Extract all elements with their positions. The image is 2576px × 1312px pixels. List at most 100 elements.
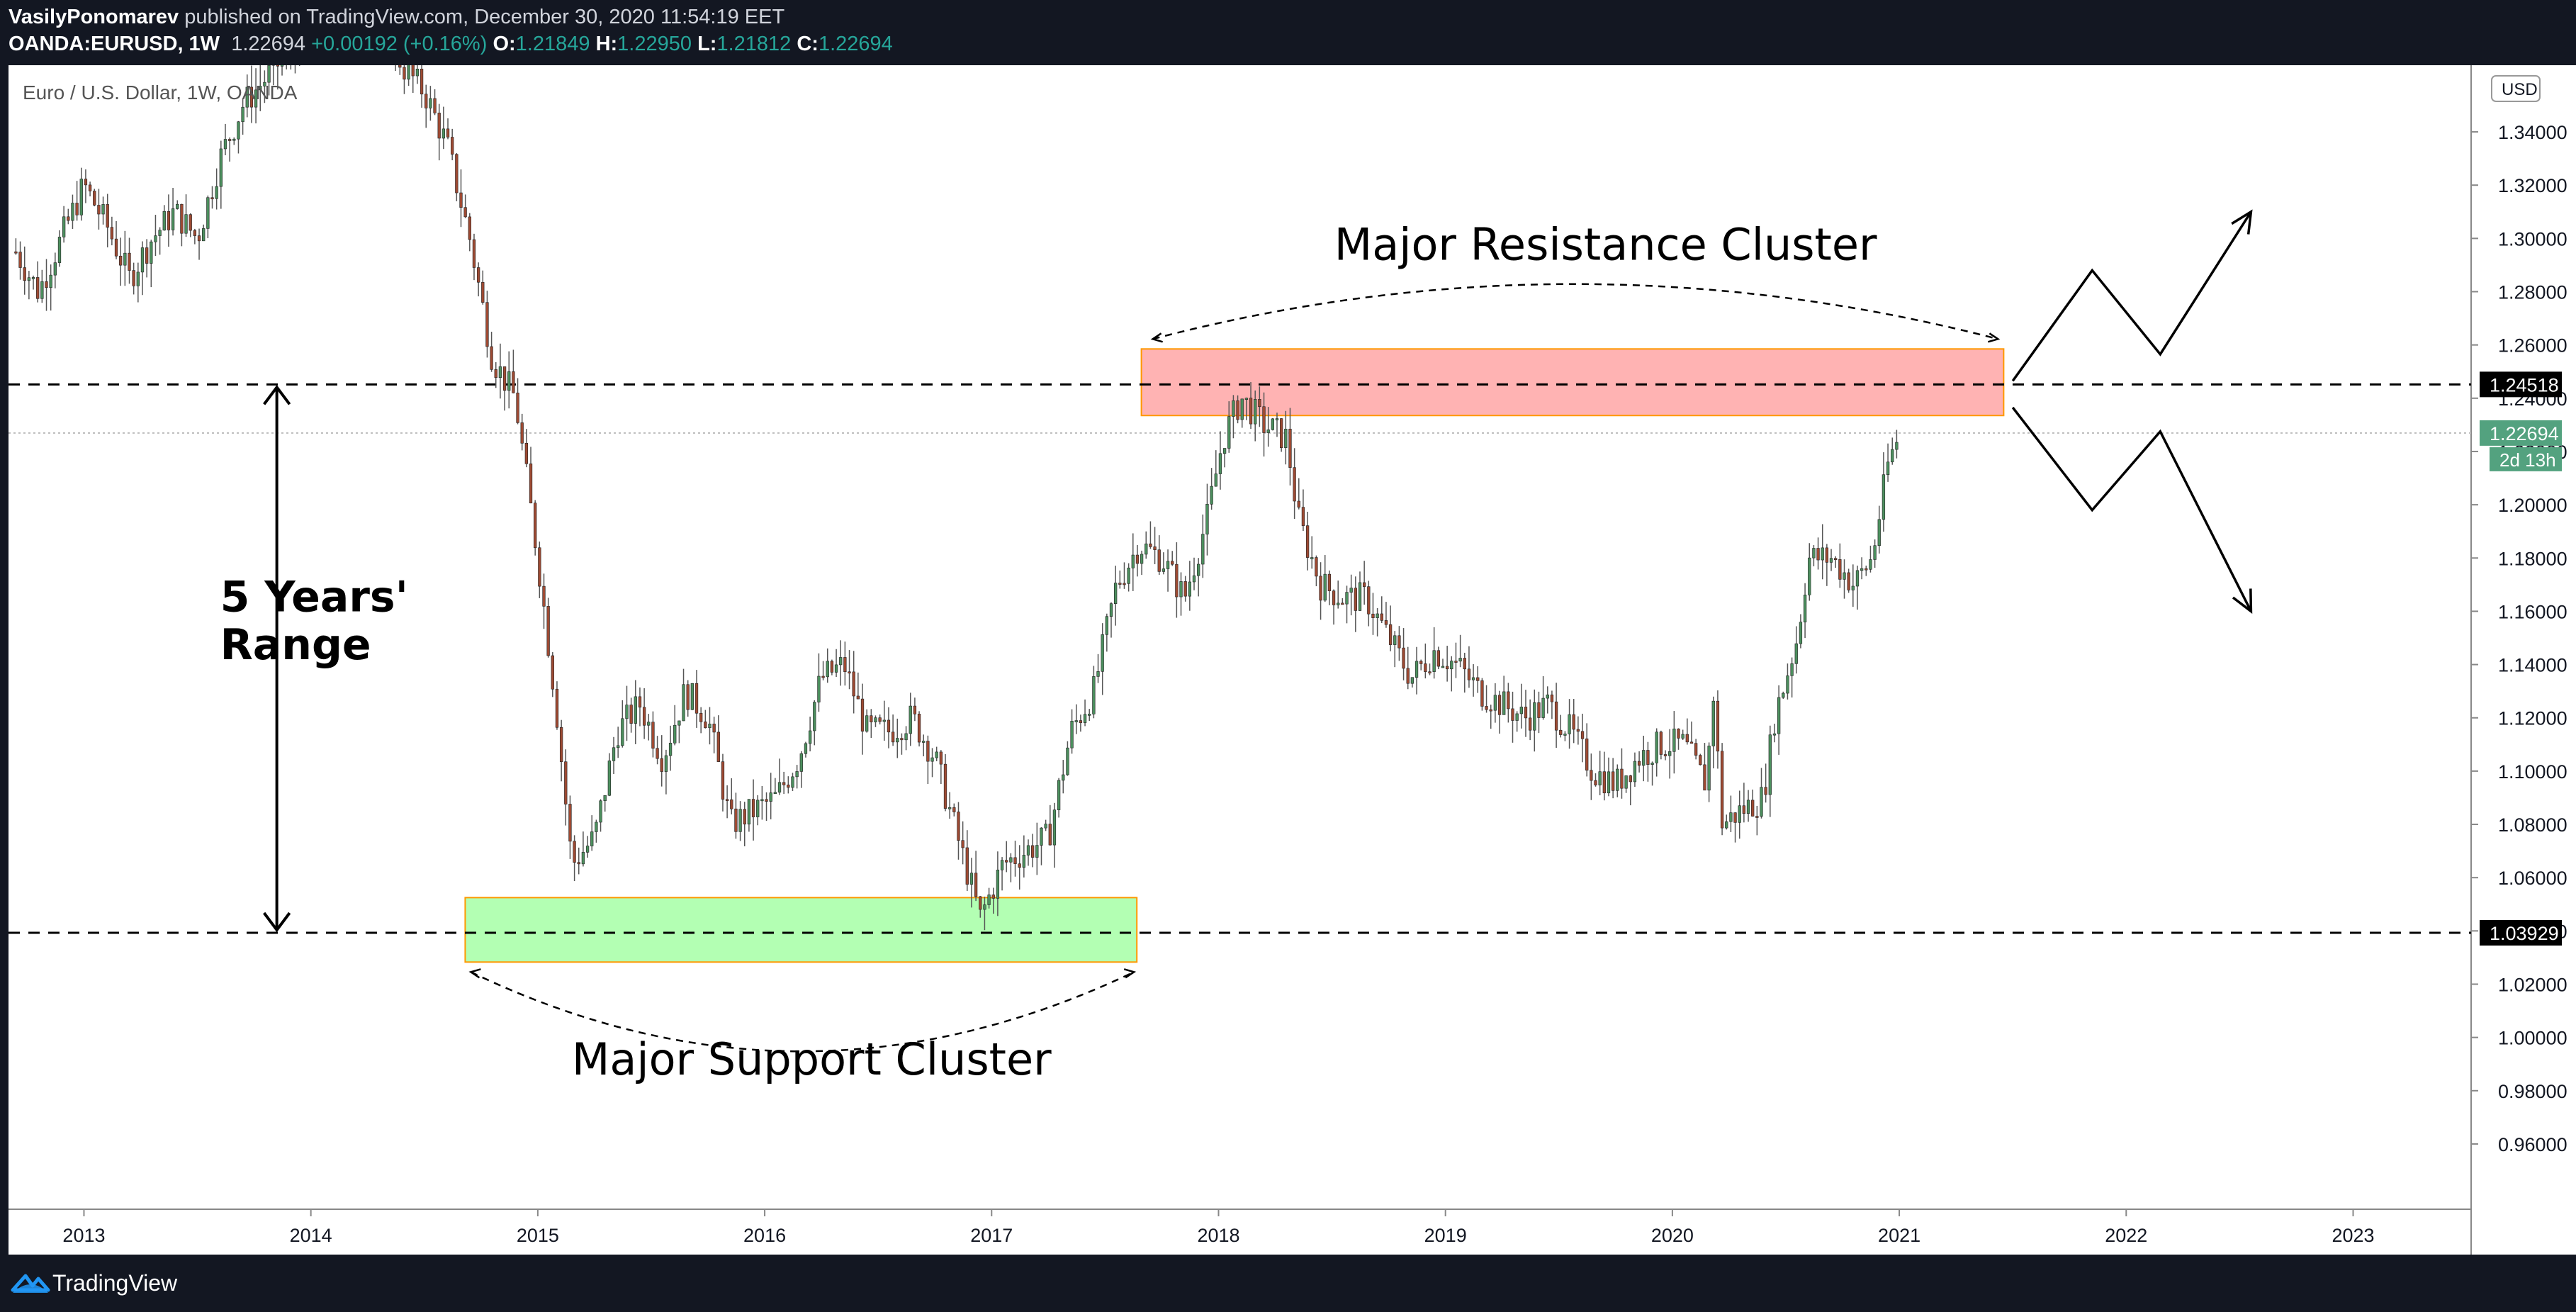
candle-body bbox=[1851, 585, 1855, 590]
candle bbox=[843, 641, 847, 686]
candle-body bbox=[263, 82, 266, 86]
x-tick-label: 2022 bbox=[2105, 1225, 2147, 1246]
candle bbox=[1166, 549, 1170, 592]
candle-body bbox=[743, 809, 746, 825]
candle bbox=[377, 0, 380, 22]
candle-body bbox=[1345, 592, 1349, 605]
candle-body bbox=[210, 197, 214, 200]
candle-body bbox=[983, 904, 986, 910]
candle-body bbox=[585, 846, 590, 853]
candle-body bbox=[1711, 700, 1715, 746]
candle-body bbox=[1441, 666, 1445, 668]
candle bbox=[834, 649, 838, 678]
candle-body bbox=[355, 0, 358, 7]
candle-body bbox=[455, 154, 459, 194]
candle-body bbox=[498, 366, 502, 378]
candle-body bbox=[84, 179, 88, 186]
candle bbox=[1153, 527, 1157, 565]
symbol-label[interactable]: OANDA:EURUSD, 1W bbox=[9, 33, 220, 55]
candle-body bbox=[1816, 548, 1820, 561]
author-name[interactable]: VasilyPonomarev bbox=[9, 6, 179, 28]
candle bbox=[534, 500, 537, 556]
candle bbox=[1441, 658, 1445, 668]
candle bbox=[507, 351, 511, 409]
candle-body bbox=[817, 675, 821, 702]
candle bbox=[830, 659, 834, 675]
candle-body bbox=[1105, 616, 1108, 635]
candle-body bbox=[721, 761, 725, 800]
candle bbox=[1629, 775, 1632, 806]
candle-body bbox=[1380, 613, 1383, 621]
candle bbox=[303, 26, 305, 42]
candle-body bbox=[307, 37, 310, 39]
candle-body bbox=[1258, 399, 1261, 408]
tradingview-brand[interactable]: TradingView bbox=[52, 1270, 178, 1296]
candle-body bbox=[97, 205, 101, 215]
x-tick-label: 2017 bbox=[970, 1225, 1013, 1246]
candle bbox=[1891, 437, 1894, 465]
candle bbox=[232, 137, 236, 145]
candle-body bbox=[787, 785, 790, 788]
candle-body bbox=[1829, 558, 1833, 563]
candle-body bbox=[791, 776, 794, 788]
candle-body bbox=[524, 443, 529, 464]
candle-body bbox=[36, 277, 40, 299]
candle-body bbox=[1079, 720, 1083, 723]
candle bbox=[494, 362, 497, 388]
candle bbox=[704, 710, 707, 729]
candle bbox=[1864, 565, 1868, 576]
candle bbox=[267, 65, 271, 96]
high-value: 1.22950 bbox=[617, 33, 692, 55]
candle-body bbox=[132, 270, 135, 286]
candle bbox=[1000, 857, 1004, 891]
candle bbox=[599, 799, 602, 832]
candle bbox=[1088, 709, 1091, 721]
candle-body bbox=[93, 191, 96, 206]
candle bbox=[119, 237, 123, 286]
candle-body bbox=[31, 277, 35, 279]
candle bbox=[372, 1, 375, 37]
candle bbox=[49, 264, 52, 311]
candle-body bbox=[834, 664, 838, 673]
candle-body bbox=[298, 30, 301, 62]
candle-body bbox=[1249, 398, 1253, 425]
candle bbox=[1079, 714, 1083, 732]
candle bbox=[721, 753, 725, 812]
candle bbox=[821, 661, 825, 680]
candle bbox=[53, 252, 57, 288]
candle bbox=[1179, 572, 1183, 616]
candle bbox=[219, 140, 223, 209]
candle-body bbox=[891, 731, 895, 743]
candle-body bbox=[870, 715, 873, 722]
candle-body bbox=[49, 274, 52, 288]
candle bbox=[381, 0, 384, 9]
candle-body bbox=[1026, 845, 1030, 856]
candle bbox=[1140, 550, 1144, 576]
candle bbox=[351, 0, 354, 36]
candle bbox=[538, 542, 541, 598]
candle bbox=[1768, 725, 1772, 817]
candle bbox=[75, 181, 79, 221]
x-tick-label: 2015 bbox=[517, 1225, 559, 1246]
candle bbox=[1637, 751, 1641, 773]
candle-body bbox=[180, 203, 184, 234]
y-tick-label: 1.10000 bbox=[2498, 761, 2567, 783]
candle-body bbox=[1123, 583, 1126, 585]
candle-body bbox=[1650, 763, 1654, 765]
candle bbox=[1436, 646, 1440, 670]
candle bbox=[773, 778, 777, 795]
candle-body bbox=[1062, 774, 1065, 781]
candle bbox=[1454, 642, 1458, 678]
candle bbox=[57, 230, 62, 267]
candle bbox=[1528, 699, 1532, 741]
tradingview-logo-icon[interactable] bbox=[10, 1269, 51, 1297]
candle-body bbox=[1808, 557, 1811, 595]
candle bbox=[1157, 535, 1161, 576]
candle-body bbox=[502, 366, 507, 391]
candle bbox=[1733, 812, 1737, 843]
candle-body bbox=[1738, 805, 1741, 823]
candle bbox=[1524, 690, 1528, 737]
candle bbox=[682, 668, 685, 722]
candle bbox=[1507, 683, 1510, 723]
